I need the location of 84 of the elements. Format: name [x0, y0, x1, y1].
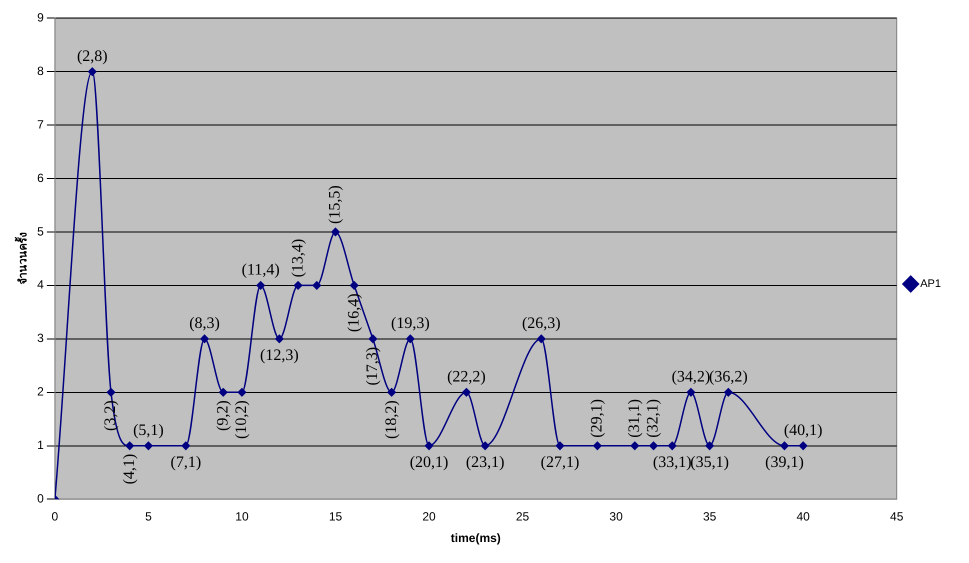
- annotation: (19,3): [390, 315, 430, 332]
- point: [705, 442, 714, 450]
- annotation: (26,3): [522, 315, 561, 332]
- point: [294, 281, 302, 290]
- point: [218, 388, 228, 397]
- annotation: (22,2): [447, 368, 486, 386]
- annotation: (13,4): [289, 238, 306, 278]
- x-tick-label: 0: [52, 510, 59, 524]
- y-tick-label: 3: [37, 331, 44, 346]
- annotation: (16,4): [345, 293, 362, 332]
- annotation: (34,2): [672, 368, 710, 386]
- point: [798, 442, 808, 450]
- point: [125, 442, 134, 450]
- x-tick-label: 20: [422, 510, 436, 524]
- point: [200, 334, 209, 344]
- point: [331, 228, 340, 236]
- point: [462, 388, 471, 397]
- annotation: (35,1): [690, 454, 729, 471]
- point: [668, 442, 676, 450]
- point: [593, 442, 602, 450]
- annotation: (39,1): [765, 454, 804, 471]
- x-tick-label: 25: [516, 510, 530, 524]
- annotation: (17,3): [364, 346, 382, 386]
- x-tick-label: 10: [235, 510, 249, 524]
- y-tick-label: 8: [37, 64, 44, 78]
- x-axis-title: time(ms): [450, 531, 501, 546]
- point: [630, 442, 640, 450]
- x-tick-label: 35: [702, 510, 717, 524]
- x-tick-label: 40: [796, 510, 810, 524]
- point: [724, 388, 733, 397]
- y-tick-label: 1: [37, 438, 44, 452]
- point: [424, 442, 434, 450]
- annotation: (36,2): [709, 368, 748, 386]
- point: [537, 334, 546, 344]
- annotation: (12,3): [260, 347, 299, 364]
- x-tick-label: 5: [145, 510, 152, 524]
- annotation: (29,1): [588, 399, 606, 438]
- annotation: (4,1): [120, 454, 138, 484]
- annotation: (18,2): [382, 400, 400, 439]
- point: [649, 442, 658, 450]
- annotation: (9,2): [214, 400, 232, 431]
- point: [556, 442, 564, 450]
- point: [275, 334, 284, 344]
- point: [480, 442, 490, 450]
- point: [350, 281, 358, 290]
- annotation: (23,1): [466, 454, 504, 471]
- annotation: (31,1): [626, 399, 644, 438]
- x-tick-label: 45: [890, 510, 904, 524]
- point: [144, 442, 153, 450]
- x-tick-label: 15: [328, 510, 342, 524]
- point: [387, 388, 396, 397]
- point: [780, 442, 789, 450]
- annotation: (5,1): [133, 422, 164, 439]
- y-axis-title: จำนวนครั้ง: [14, 232, 30, 285]
- point: [256, 281, 265, 290]
- y-tick-label: 2: [37, 384, 44, 399]
- point: [368, 334, 378, 344]
- point: [686, 388, 696, 397]
- point: [106, 388, 116, 397]
- annotation: (27,1): [540, 454, 580, 471]
- annotation: (20,1): [410, 454, 448, 471]
- point: [238, 388, 246, 397]
- annotation: (2,8): [76, 48, 108, 65]
- legend-label: AP1: [920, 278, 942, 290]
- annotation: (33,1): [652, 454, 692, 471]
- point: [312, 281, 322, 290]
- annotation: (11,4): [242, 262, 280, 279]
- annotation: (7,1): [170, 454, 202, 471]
- y-tick-label: 5: [37, 224, 44, 238]
- y-tick-label: 6: [37, 170, 44, 185]
- y-tick-label: 0: [37, 492, 44, 506]
- annotation: (8,3): [189, 315, 220, 332]
- y-tick-label: 7: [37, 117, 44, 132]
- annotation: (32,1): [644, 399, 662, 438]
- point: [182, 442, 190, 450]
- annotation: (3,2): [102, 400, 120, 431]
- x-tick-label: 30: [609, 510, 624, 524]
- point: [88, 67, 97, 76]
- point: [406, 334, 415, 344]
- annotation: (15,5): [326, 185, 344, 224]
- annotation: (40,1): [784, 422, 822, 439]
- y-tick-label: 4: [37, 278, 44, 292]
- annotation: (10,2): [233, 400, 250, 439]
- y-tick-label: 9: [37, 10, 44, 25]
